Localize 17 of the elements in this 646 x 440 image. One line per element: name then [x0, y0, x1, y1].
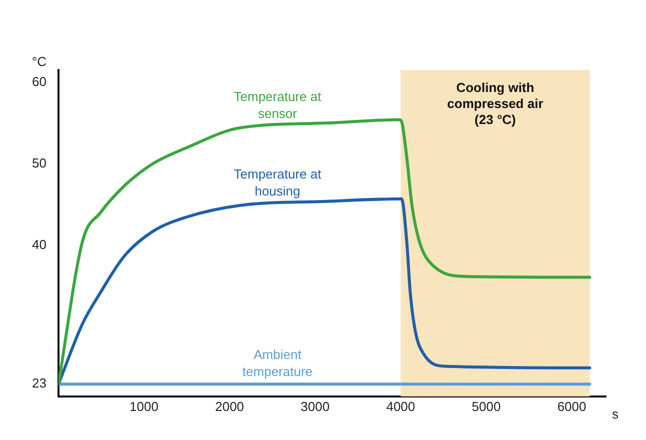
series-label: Ambient temperature — [242, 347, 313, 380]
y-tick-label: 23 — [32, 376, 46, 391]
series-label: Temperature at housing — [234, 166, 322, 199]
x-axis-title: s — [612, 406, 619, 422]
series-label: Temperature at sensor — [234, 88, 322, 121]
x-tick-label: 1000 — [130, 398, 158, 414]
x-tick-label: 2000 — [215, 398, 244, 414]
y-axis-title: °C — [32, 54, 46, 69]
x-tick-label: 6000 — [557, 398, 586, 414]
y-tick-label: 50 — [32, 155, 46, 170]
band-label: Cooling with compressed air (23 °C) — [447, 80, 544, 128]
x-tick-label: 5000 — [472, 398, 501, 414]
x-tick-label: 3000 — [300, 398, 330, 414]
y-tick-label: 60 — [32, 74, 46, 89]
y-tick-label: 40 — [32, 237, 46, 252]
x-tick-label: 4000 — [386, 398, 416, 414]
line-series — [58, 197, 592, 386]
